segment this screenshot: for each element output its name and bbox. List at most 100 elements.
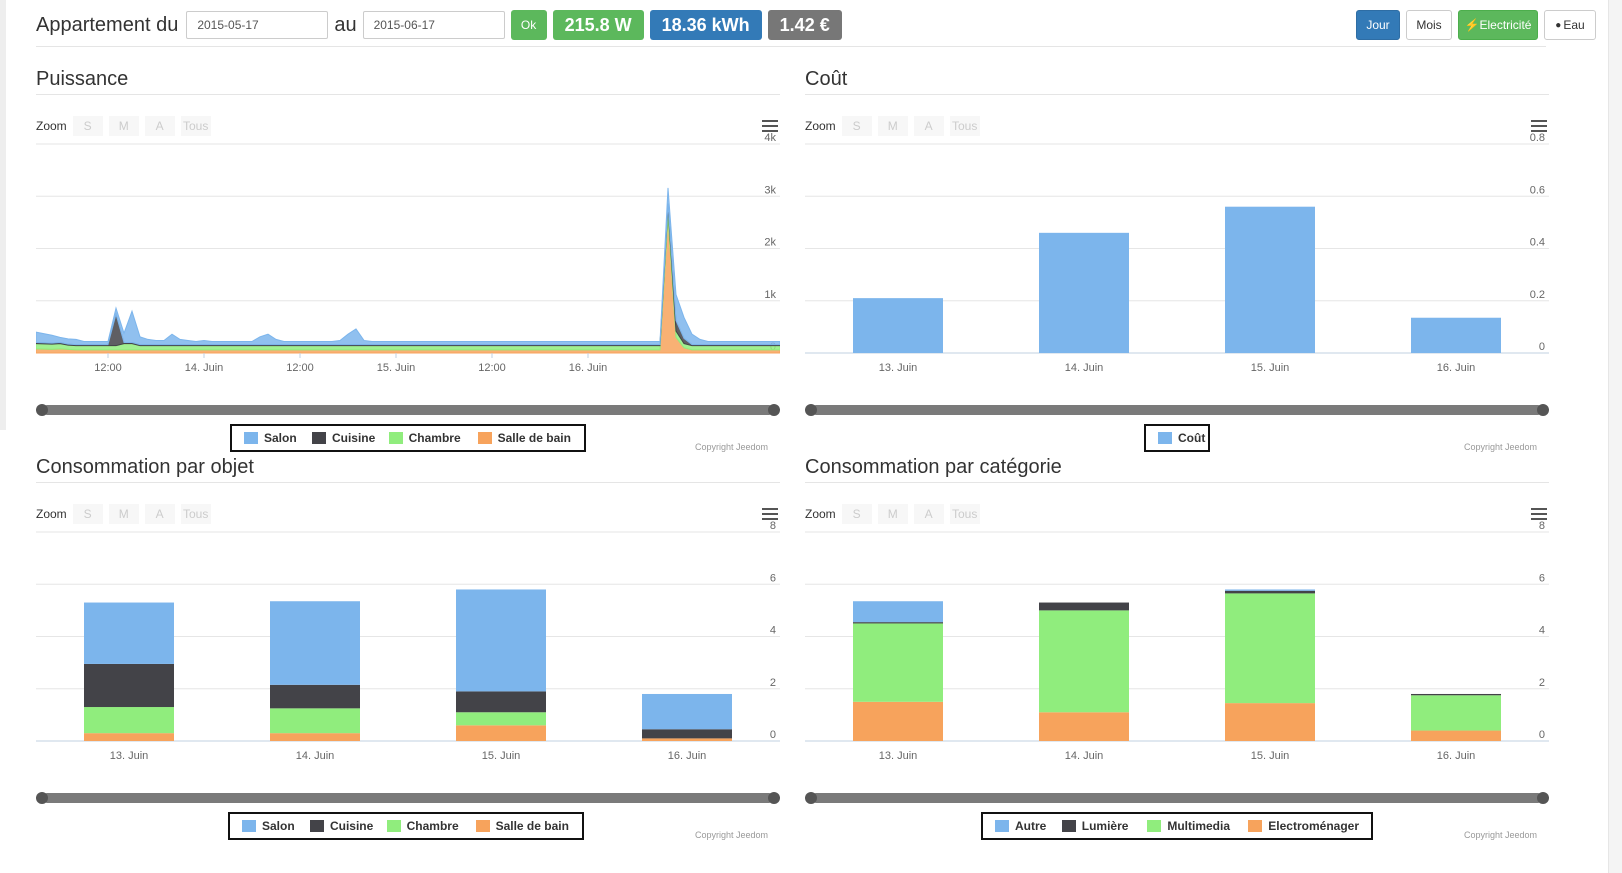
zoom-button-m[interactable]: M (108, 504, 139, 524)
bar-salon (642, 693, 732, 730)
legend-label: Electroménager (1268, 819, 1359, 833)
legend-item-autre[interactable]: Autre (995, 819, 1050, 833)
electricity-button[interactable]: ⚡ Electricité (1458, 10, 1538, 40)
zoom-button-a[interactable]: A (913, 116, 944, 136)
y-tick-label: 4 (1539, 625, 1545, 637)
navigator-right-handle[interactable] (768, 404, 780, 416)
y-tick-label: 3k (764, 184, 776, 196)
navigator-right-handle[interactable] (1537, 792, 1549, 804)
chart-categorie: 0 2 4 6 8 13. Juin 14. Juin 15. Juin 16. Juin (805, 520, 1549, 762)
x-tick-label: 14. Juin (1065, 362, 1104, 374)
period-type-toolbar: Jour Mois ⚡ Electricité ● Eau (1350, 10, 1596, 40)
legend-swatch (995, 820, 1009, 832)
zoom-label: Zoom (36, 119, 67, 133)
bar-coût (1411, 317, 1501, 353)
zoom-button-tous[interactable]: Tous (180, 116, 211, 136)
zoom-button-a[interactable]: A (144, 116, 175, 136)
power-badge: 215.8 W (552, 10, 644, 40)
zoom-button-s[interactable]: S (72, 116, 103, 136)
zoom-button-a[interactable]: A (144, 504, 175, 524)
legend-item-cuisine[interactable]: Cuisine (309, 819, 375, 833)
zoom-button-m[interactable]: M (108, 116, 139, 136)
legend-swatch (1158, 432, 1172, 444)
navigator-right-handle[interactable] (768, 792, 780, 804)
day-button[interactable]: Jour (1356, 10, 1400, 40)
chart-legend: Coût (1144, 424, 1210, 452)
cost-badge: 1.42 € (767, 10, 842, 40)
navigator-scrollbar[interactable] (805, 404, 1549, 416)
legend-swatch (1248, 820, 1263, 832)
bar-salle-de-bain (456, 725, 546, 741)
chart-menu-icon[interactable] (1531, 120, 1547, 132)
navigator-scrollbar[interactable] (36, 404, 780, 416)
copyright-label[interactable]: Copyright Jeedom (1464, 442, 1538, 452)
chart-menu-icon[interactable] (762, 120, 778, 132)
y-tick-label: 2 (770, 677, 776, 689)
copyright-label[interactable]: Copyright Jeedom (695, 830, 769, 840)
ok-button[interactable]: Ok (510, 10, 547, 40)
zoom-button-s[interactable]: S (841, 504, 872, 524)
legend-item-coût[interactable]: Coût (1158, 431, 1205, 445)
zoom-button-tous[interactable]: Tous (180, 504, 211, 524)
navigator-scrollbar[interactable] (805, 792, 1549, 804)
legend-label: Chambre (408, 431, 461, 445)
navigator-left-handle[interactable] (805, 792, 817, 804)
bar-salle-de-bain (270, 733, 360, 741)
navigator-left-handle[interactable] (36, 404, 48, 416)
y-tick-label: 4k (764, 132, 776, 144)
legend-item-lumière[interactable]: Lumière (1061, 819, 1136, 833)
zoom-button-tous[interactable]: Tous (949, 116, 980, 136)
zoom-button-s[interactable]: S (72, 504, 103, 524)
zoom-button-a[interactable]: A (913, 504, 944, 524)
navigator-left-handle[interactable] (805, 404, 817, 416)
panel-title-divider (36, 94, 780, 95)
navigator-track[interactable] (42, 405, 774, 415)
legend-label: Salle de bain (495, 819, 569, 833)
legend-item-electroménager[interactable]: Electroménager (1248, 819, 1359, 833)
legend-swatch (311, 432, 326, 444)
chart-legend: Salon Cuisine Chambre Salle de bain (228, 812, 584, 840)
zoom-button-m[interactable]: M (877, 504, 908, 524)
zoom-button-s[interactable]: S (841, 116, 872, 136)
panel-title: Coût (805, 68, 848, 90)
zoom-button-tous[interactable]: Tous (949, 504, 980, 524)
bar-coût (1225, 206, 1315, 353)
x-tick-label: 12:00 (286, 362, 314, 374)
x-tick-label: 16. Juin (1437, 750, 1476, 762)
y-tick-label: 0 (1539, 341, 1545, 353)
navigator-scrollbar[interactable] (36, 792, 780, 804)
date-to-input[interactable] (362, 11, 505, 39)
page-scrollbar[interactable] (1608, 0, 1622, 873)
month-button[interactable]: Mois (1406, 10, 1452, 40)
chart-menu-icon[interactable] (1531, 508, 1547, 520)
navigator-left-handle[interactable] (36, 792, 48, 804)
bar-salon (456, 589, 546, 692)
legend-item-salon[interactable]: Salon (242, 819, 298, 833)
y-tick-label: 2k (764, 237, 776, 249)
x-tick-label: 15. Juin (377, 362, 416, 374)
chart-menu-icon[interactable] (762, 508, 778, 520)
navigator-right-handle[interactable] (1537, 404, 1549, 416)
zoom-button-m[interactable]: M (877, 116, 908, 136)
copyright-label[interactable]: Copyright Jeedom (1464, 830, 1538, 840)
legend-swatch (242, 820, 256, 832)
legend-item-multimedia[interactable]: Multimedia (1147, 819, 1236, 833)
water-button[interactable]: ● Eau (1544, 10, 1596, 40)
legend-item-cuisine[interactable]: Cuisine (311, 431, 377, 445)
legend-item-salle-de-bain[interactable]: Salle de bain (477, 431, 572, 445)
bar-lumière (1225, 590, 1315, 594)
y-tick-label: 0.2 (1530, 289, 1545, 301)
date-from-input[interactable] (186, 11, 329, 39)
navigator-track[interactable] (42, 793, 774, 803)
legend-item-salon[interactable]: Salon (244, 431, 300, 445)
legend-item-salle-de-bain[interactable]: Salle de bain (475, 819, 570, 833)
copyright-label[interactable]: Copyright Jeedom (695, 442, 769, 452)
legend-swatch (1147, 820, 1162, 832)
legend-item-chambre[interactable]: Chambre (386, 819, 464, 833)
panel-consommation-categorie: Consommation par catégorie Zoom S M A Tous 0 2 4… (805, 456, 1549, 846)
navigator-track[interactable] (811, 793, 1543, 803)
page-title: Appartement du (36, 13, 179, 36)
navigator-track[interactable] (811, 405, 1543, 415)
legend-item-chambre[interactable]: Chambre (388, 431, 466, 445)
